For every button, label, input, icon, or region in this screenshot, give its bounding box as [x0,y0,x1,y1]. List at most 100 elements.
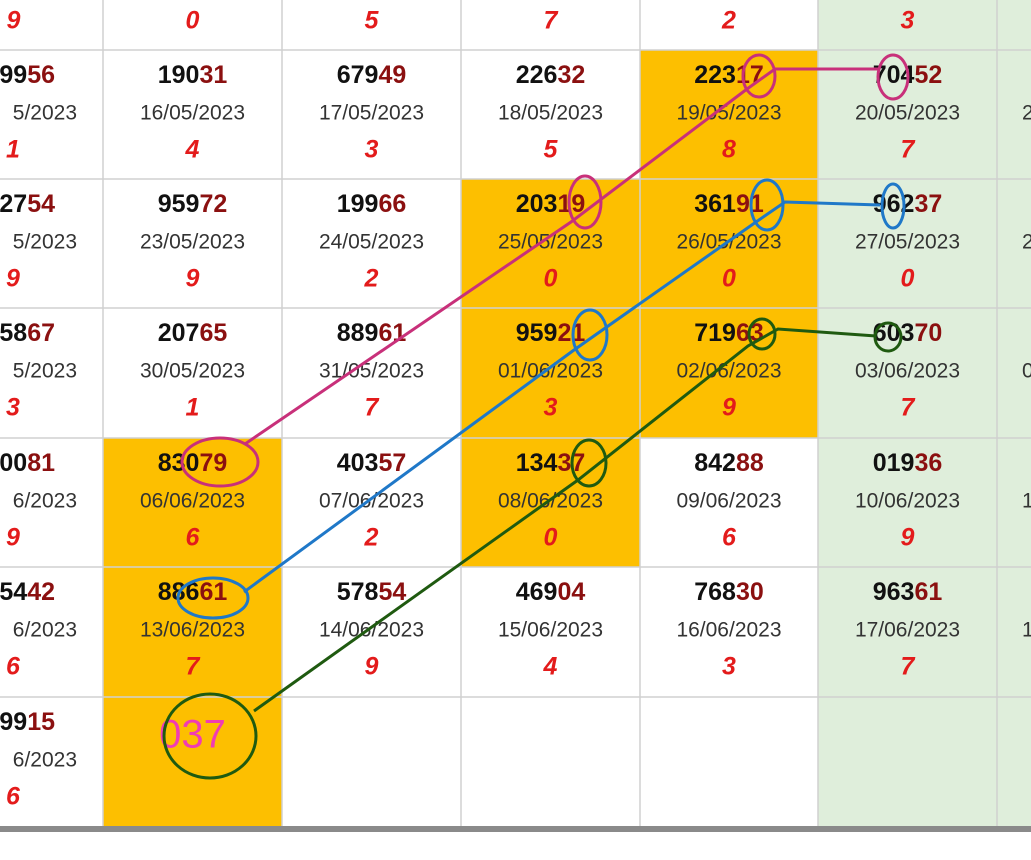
cell-bg [997,438,1031,567]
number-tail: 15 [27,708,55,736]
cell-bg [282,697,461,826]
draw-date: 6/2023 [13,619,77,642]
draw-date: 0 [1022,360,1031,383]
sum-digit: 4 [543,653,558,681]
lottery-number: 57854 [337,578,407,606]
cell-bg [103,438,282,567]
draw-date: 02/06/2023 [676,360,781,383]
number-tail: 31 [199,61,227,89]
sum-digit: 0 [544,265,558,293]
circle [747,317,777,351]
number-tail: 36 [914,449,942,477]
lottery-number: 19966 [337,190,407,218]
number-tail: 67 [27,319,55,347]
number-head: 578 [337,578,379,606]
sum-digit: 1 [6,136,20,164]
draw-date: 31/05/2023 [319,360,424,383]
number-tail: 61 [914,578,942,606]
sum-digit: 3 [722,653,736,681]
sum-digit: 1 [186,394,200,422]
draw-date: 1 [1022,619,1031,642]
circle [162,692,258,780]
number-head: 54 [0,578,27,606]
number-head: 226 [516,61,558,89]
number-head: 959 [158,190,200,218]
cell-bg [640,697,818,826]
lottery-number: 40357 [337,449,407,477]
draw-date: 6/2023 [13,490,77,513]
connector [253,327,877,713]
sum-digit: 3 [365,136,379,164]
cell-bg [282,438,461,567]
cell-bg [461,697,640,826]
cell-bg [997,308,1031,438]
number-head: 842 [694,449,736,477]
draw-date: 1 [1022,490,1031,513]
lottery-number: 76830 [694,578,764,606]
draw-date: 03/06/2023 [855,360,960,383]
sum-digit: 9 [6,265,20,293]
number-tail: 49 [378,61,406,89]
sum-digit: 7 [365,394,380,422]
number-tail: 17 [736,61,764,89]
cell-bg [818,179,997,308]
cell-bg [818,438,997,567]
cell-bg [818,697,997,826]
header-digit: 0 [186,7,200,35]
sum-digit: 3 [6,394,20,422]
number-tail: 88 [736,449,764,477]
number-head: 00 [0,449,27,477]
lottery-number: 46904 [516,578,586,606]
circle [876,53,910,101]
cell-bg [818,0,997,50]
cell-bg [282,0,461,50]
cell-bg [461,0,640,50]
number-head: 99 [0,708,27,736]
cell-bg [103,0,282,50]
sum-digit: 7 [901,653,916,681]
sum-digit: 9 [186,265,200,293]
bottom-bar [0,826,1031,832]
number-tail: 04 [557,578,585,606]
draw-date: 2 [1022,102,1031,125]
number-tail: 21 [557,319,585,347]
lottery-number: 83079 [158,449,228,477]
lottery-number: 67949 [337,61,407,89]
draw-date: 2 [1022,231,1031,254]
sum-digit: 7 [186,653,201,681]
sum-digit: 9 [901,524,915,552]
cell-bg [640,179,818,308]
lottery-number: 95921 [516,319,586,347]
circle [880,182,906,230]
lottery-number: 20319 [516,190,586,218]
cell-bg [103,179,282,308]
green-path [162,317,903,780]
lottery-number: 19031 [158,61,228,89]
draw-date: 5/2023 [13,102,77,125]
lottery-number: 84288 [694,449,764,477]
draw-date: 13/06/2023 [140,619,245,642]
lottery-number: 5867 [0,319,55,347]
draw-date: 27/05/2023 [855,231,960,254]
sum-digit: 0 [722,265,736,293]
lottery-number: 22632 [516,61,586,89]
number-head: 019 [873,449,915,477]
draw-date: 25/05/2023 [498,231,603,254]
number-head: 134 [516,449,558,477]
number-tail: 56 [27,61,55,89]
lottery-number: 9956 [0,61,55,89]
number-tail: 54 [378,578,406,606]
number-tail: 32 [557,61,585,89]
sum-digit: 6 [6,653,21,681]
cell-bg [0,50,103,179]
draw-date: 01/06/2023 [498,360,603,383]
number-head: 27 [0,190,27,218]
sum-digit: 3 [544,394,558,422]
sum-digit: 8 [722,136,736,164]
cell-bg [0,0,103,50]
cell-bg [640,567,818,697]
number-head: 768 [694,578,736,606]
table-text: 9 0 5 7 2 399565/202311903116/05/202346794917… [0,7,1031,811]
